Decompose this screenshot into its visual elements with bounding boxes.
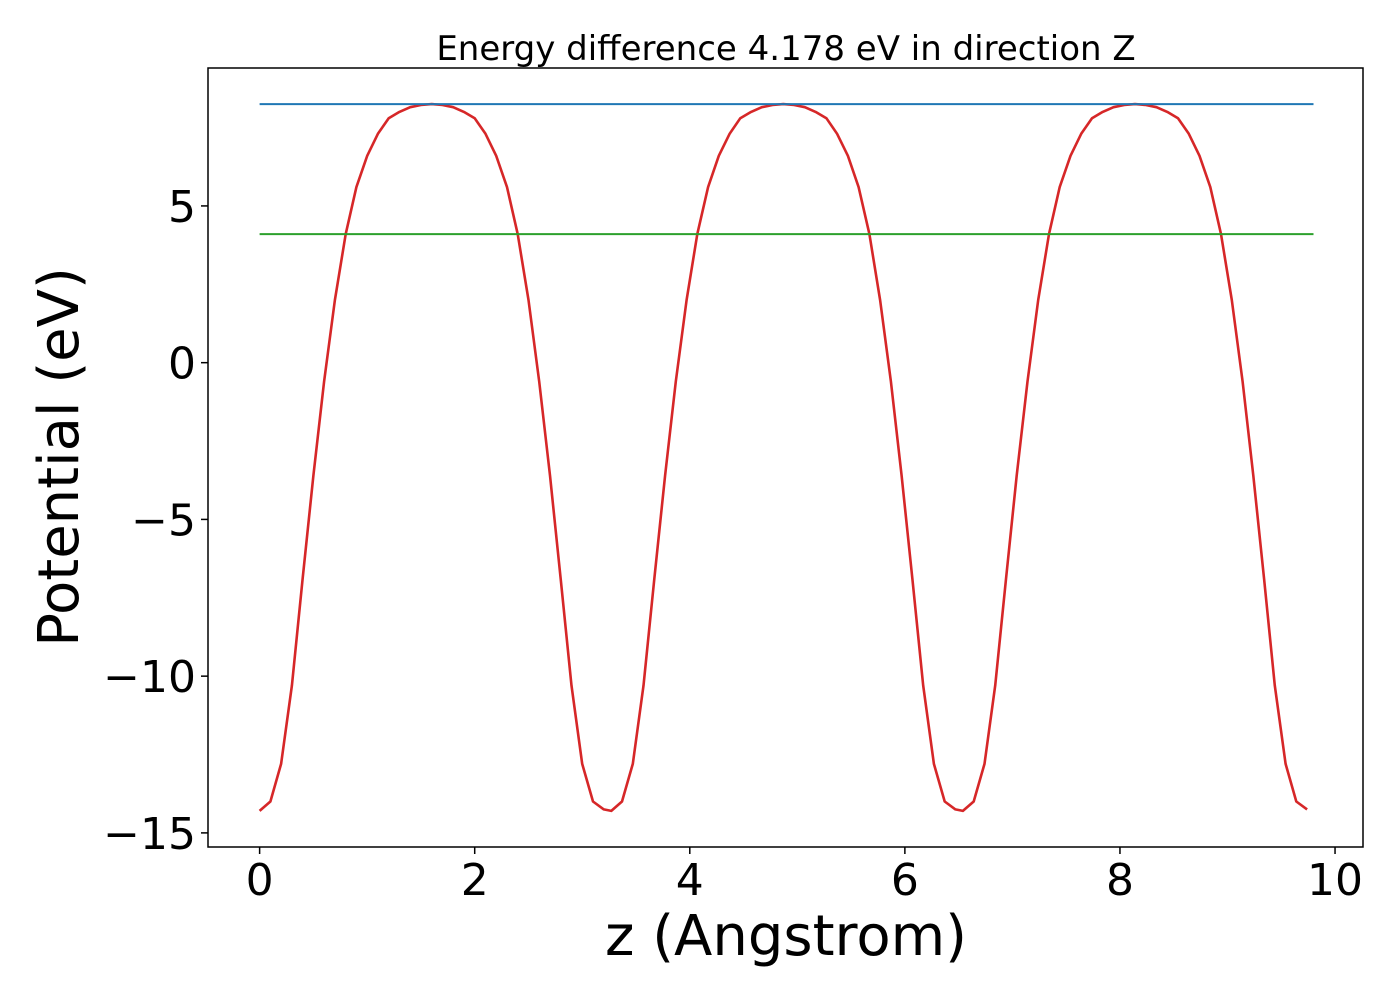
y-tick-label: −5 [131, 495, 196, 546]
y-tick-label: 5 [168, 182, 196, 233]
y-tick-label: −15 [103, 809, 196, 860]
chart-title: Energy difference 4.178 eV in direction … [436, 29, 1135, 69]
x-tick-label: 8 [1106, 855, 1134, 906]
x-tick-label: 10 [1307, 855, 1363, 906]
x-axis-label: z (Angstrom) [605, 904, 967, 969]
y-tick-label: 0 [168, 339, 196, 390]
y-axis-label: Potential (eV) [27, 267, 92, 647]
x-tick-label: 2 [461, 855, 489, 906]
x-tick-label: 4 [676, 855, 704, 906]
series-line-0 [258, 102, 1308, 813]
plot-frame [207, 67, 1364, 848]
x-axis-ticks: 0 2 4 6 8 10 [246, 847, 1363, 906]
x-tick-label: 0 [246, 855, 274, 906]
x-tick-label: 6 [891, 855, 919, 906]
y-tick-label: −10 [103, 652, 196, 703]
y-axis-ticks: −15 −10 −5 0 5 [103, 182, 208, 860]
series-layer [258, 102, 1314, 813]
